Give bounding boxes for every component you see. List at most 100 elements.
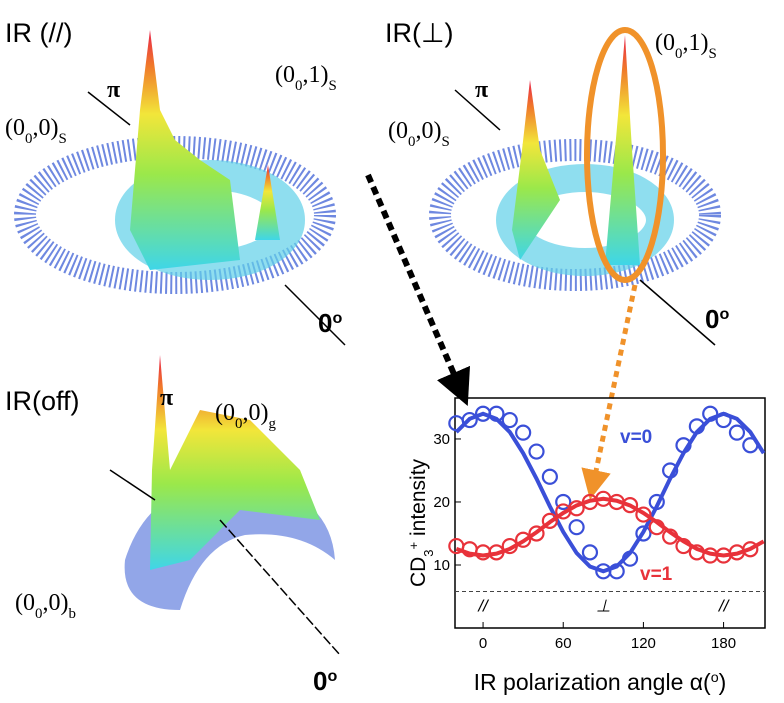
text-part: ,0): [32, 115, 58, 141]
data-point: [742, 437, 759, 454]
image-ir-perpendicular: [429, 27, 721, 346]
panel-label: IR(⊥): [385, 18, 454, 48]
pi-label: π: [107, 77, 120, 103]
text-part: intensity: [407, 458, 430, 541]
text-part: (0: [275, 62, 295, 88]
text-part: ): [719, 669, 727, 695]
arrow: [581, 284, 638, 500]
text-part: (0: [15, 590, 35, 616]
text-part: (0: [215, 400, 235, 426]
y-tick-label: 20: [433, 494, 450, 511]
data-point: [461, 411, 478, 429]
angle-marker: ⊥: [596, 596, 611, 615]
data-point: [742, 541, 759, 558]
data-point: [688, 418, 705, 435]
subscript: S: [441, 134, 449, 150]
data-point: [528, 525, 545, 542]
text-part: (0: [5, 115, 25, 141]
angle-marker: //: [718, 596, 731, 615]
text-part: IR polarization angle α(: [474, 669, 711, 695]
panel-label: IR (//): [5, 18, 73, 48]
data-point: [541, 512, 558, 529]
arrow: [365, 173, 471, 407]
supscript: o: [332, 309, 342, 327]
series-label: v=0: [620, 427, 652, 448]
text-part: 0: [318, 308, 332, 338]
data-point: [515, 531, 532, 548]
subscript: S: [58, 131, 66, 147]
data-point: [662, 462, 679, 479]
text-part: 0: [705, 304, 719, 334]
data-point: [621, 497, 639, 514]
data-point: [528, 443, 545, 460]
data-point: [555, 493, 572, 511]
subscript: 0: [675, 46, 682, 62]
text-part: ,0): [415, 118, 441, 144]
supscript: o: [327, 667, 337, 685]
image-ir-parallel: [14, 30, 346, 346]
data-point: [675, 437, 692, 454]
data-point: [635, 525, 652, 542]
data-point: [568, 519, 585, 536]
data-point: [648, 493, 665, 511]
supscript: o: [711, 670, 719, 686]
data-point: [488, 544, 505, 561]
text-part: ,1): [302, 62, 328, 88]
chart: 10 20 30 0 60 120 180 // ⊥ // IR polarization angl…: [406, 397, 766, 695]
plot-frame: [454, 397, 766, 629]
peak-annotation: (00,1)S: [655, 30, 717, 62]
x-axis-label: IR polarization angle α(o): [474, 669, 727, 695]
zero-label: 0o: [313, 666, 337, 696]
data-point: [635, 506, 652, 523]
x-tick-label: 60: [555, 635, 572, 652]
y-axis-label: CD3+ intensity: [406, 458, 436, 587]
text-part: ,0): [242, 400, 268, 426]
data-point: [621, 550, 639, 567]
text-part: (0: [388, 118, 408, 144]
data-point: [501, 537, 518, 555]
subscript: S: [328, 78, 336, 94]
data-point: [715, 411, 732, 429]
subscript: 0: [295, 78, 302, 94]
pi-label: π: [160, 385, 173, 411]
text-part: CD: [407, 557, 430, 587]
text-part: 0: [313, 666, 327, 696]
peak-annotation: (00,0)S: [388, 118, 450, 150]
x-tick-label: 0: [479, 635, 487, 652]
x-tick-label: 180: [711, 635, 736, 652]
supscript: +: [406, 542, 421, 550]
text-part: ,0): [42, 590, 68, 616]
subscript: b: [68, 606, 75, 622]
peak-annotation: (00,1)S: [275, 62, 337, 94]
subscript: g: [268, 416, 276, 432]
data-point: [608, 563, 625, 580]
data-point: [448, 415, 465, 432]
angle-marker: //: [477, 596, 490, 615]
peak-annotation: (00,0)b: [15, 590, 76, 622]
x-tick-label: 120: [631, 635, 656, 652]
peak-annotation: (00,0)g: [215, 400, 276, 432]
data-point: [501, 411, 518, 429]
pi-label: π: [475, 77, 488, 103]
data-point: [515, 424, 532, 441]
subscript: S: [708, 46, 716, 62]
subscript: 0: [35, 606, 42, 622]
data-point: [541, 468, 558, 485]
data-point: [728, 424, 746, 441]
y-tick-label: 10: [433, 557, 450, 574]
data-point: [568, 500, 585, 517]
series-label: v=1: [640, 564, 673, 585]
subscript: 0: [25, 131, 32, 147]
image-ir-off: [109, 355, 341, 656]
supscript: o: [719, 305, 729, 323]
subscript: 3: [421, 549, 436, 556]
panel-label: IR(off): [5, 386, 80, 416]
data-point: [675, 537, 692, 555]
subscript: 0: [408, 134, 415, 150]
data-point: [702, 405, 719, 422]
zero-label: 0o: [705, 304, 729, 334]
data-point: [581, 544, 599, 561]
peak-annotation: (00,0)S: [5, 115, 67, 147]
text-part: (0: [655, 30, 675, 56]
